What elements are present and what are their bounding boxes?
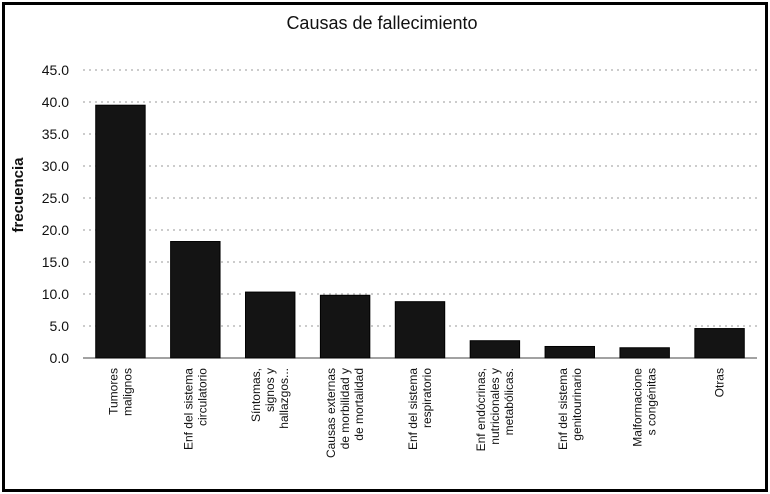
x-category-line: Malformacione: [631, 368, 645, 447]
bars: [95, 104, 745, 359]
y-tick-label: 25.0: [42, 190, 69, 206]
x-category-line: signos y: [263, 368, 277, 412]
x-category-line: Enf del sistema: [556, 368, 570, 450]
x-category-line: hallazgos...: [277, 368, 291, 429]
x-category-line: respiratorio: [420, 368, 434, 428]
x-category-line: circulatorio: [195, 368, 209, 426]
x-category-line: Otras: [713, 368, 727, 397]
bar: [394, 301, 446, 359]
x-category-line: Tumores: [106, 368, 120, 415]
y-axis-ticks: 0.0 5.0 10.0 15.0 20.0 25.0 30.0 35.0 40.0 45.0: [42, 62, 69, 366]
bar: [319, 294, 371, 359]
y-tick-label: 0.0: [50, 350, 70, 366]
bar: [170, 241, 221, 359]
bar: [544, 345, 595, 359]
bar-chart: Causas de fallecimiento 0.0 5.0 10.0 15.0 20…: [10, 13, 757, 458]
y-tick-label: 30.0: [42, 158, 69, 174]
x-category-line: Síntomas,: [249, 368, 263, 422]
x-category-line: de morbilidad y: [338, 368, 352, 449]
bar: [469, 340, 521, 359]
x-category-label: Enf del sistema respiratorio: [406, 368, 434, 450]
x-category-line: de mortalidad: [352, 368, 366, 441]
x-axis-categories: Tumores malignos Enf del sistema circulator…: [106, 368, 726, 458]
bar: [245, 291, 296, 359]
x-category-label: Causas externas de morbilidad y de mortali…: [324, 368, 366, 458]
y-tick-label: 5.0: [50, 318, 70, 334]
x-category-line: Enf del sistema: [406, 368, 420, 450]
x-category-label: Enf del sistema circulatorio: [181, 368, 209, 450]
y-tick-label: 10.0: [42, 286, 69, 302]
x-category-label: Enf endócrinas, nutricionales y metabólica…: [474, 368, 516, 451]
y-tick-label: 15.0: [42, 254, 69, 270]
x-category-label: Tumores malignos: [106, 368, 134, 416]
x-category-line: Enf endócrinas,: [474, 368, 488, 451]
x-category-label: Enf del sistema genitourinario: [556, 368, 584, 450]
bar: [619, 347, 670, 359]
x-category-line: nutricionales y: [488, 368, 502, 445]
y-tick-label: 45.0: [42, 62, 69, 78]
x-category-label: Otras: [713, 368, 727, 397]
bar: [694, 328, 745, 359]
y-tick-label: 20.0: [42, 222, 69, 238]
x-category-line: Enf del sistema: [181, 368, 195, 450]
bar: [95, 104, 146, 359]
chart-title: Causas de fallecimiento: [286, 13, 477, 33]
y-tick-label: 35.0: [42, 126, 69, 142]
x-category-label: Síntomas, signos y hallazgos...: [249, 368, 291, 429]
x-category-line: Causas externas: [324, 368, 338, 458]
x-category-line: malignos: [120, 368, 134, 416]
y-tick-label: 40.0: [42, 94, 69, 110]
x-category-line: s congénitas: [645, 368, 659, 435]
x-category-line: genitourinario: [570, 368, 584, 441]
x-category-line: metabólicas.: [502, 368, 516, 435]
x-category-label: Malformacione s congénitas: [631, 368, 659, 447]
y-axis-label: frecuencia: [10, 157, 27, 233]
